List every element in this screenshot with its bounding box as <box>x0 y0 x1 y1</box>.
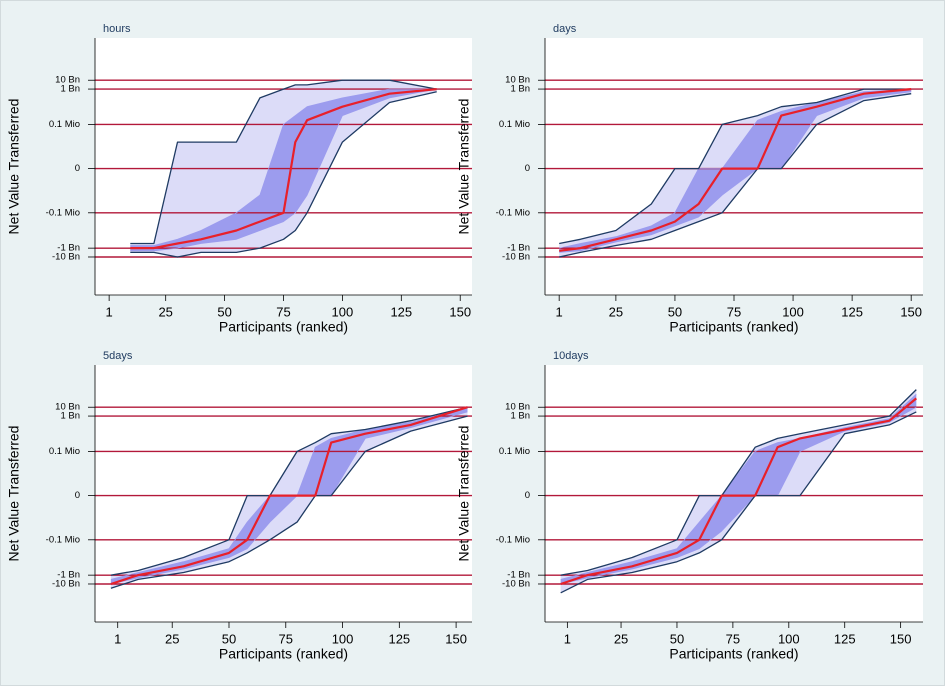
x-tick-label: 75 <box>276 304 290 319</box>
y-tick-label: -0.1 Mio <box>496 207 530 218</box>
x-tick-label: 1 <box>564 631 571 646</box>
median-line <box>559 88 912 252</box>
y-tick-label: 10 Bn <box>505 75 530 86</box>
x-tick-label: 150 <box>445 631 467 646</box>
y-tick-label: 10 Bn <box>505 402 530 413</box>
x-tick-label: 100 <box>778 631 800 646</box>
fan-band <box>130 89 437 251</box>
y-tick-label: -1 Bn <box>57 243 80 254</box>
x-tick-label: 75 <box>727 304 741 319</box>
fan-band <box>559 89 912 253</box>
x-tick-label: 150 <box>449 304 471 319</box>
y-tick-label: 1 Bn <box>60 84 80 95</box>
x-tick-label: 1 <box>556 304 563 319</box>
y-tick-label: 0 <box>525 163 530 174</box>
panel-title: days <box>553 23 577 35</box>
fan-band <box>560 394 917 584</box>
quantile-line <box>560 411 917 594</box>
y-axis-title: Net Value Transferred <box>456 99 472 235</box>
quantile-line <box>559 93 912 258</box>
quantile-line <box>560 406 917 585</box>
y-tick-label: 1 Bn <box>60 411 80 422</box>
x-tick-label: 25 <box>609 304 623 319</box>
x-tick-label: 25 <box>165 631 179 646</box>
x-tick-label: 125 <box>390 304 412 319</box>
y-tick-label: 0.1 Mio <box>499 119 530 130</box>
x-tick-label: 25 <box>158 304 172 319</box>
x-tick-label: 50 <box>668 304 682 319</box>
y-tick-label: 0.1 Mio <box>49 119 80 130</box>
quantile-line <box>110 406 468 576</box>
median-line <box>110 406 468 586</box>
y-tick-label: -0.1 Mio <box>46 207 80 218</box>
y-axis-title: Net Value Transferred <box>6 99 22 235</box>
x-tick-label: 100 <box>332 631 354 646</box>
y-tick-label: -10 Bn <box>502 579 530 590</box>
y-tick-label: 1 Bn <box>510 411 530 422</box>
quantile-line <box>559 91 912 253</box>
quantile-line <box>110 415 468 589</box>
x-tick-label: 100 <box>782 304 804 319</box>
x-tick-label: 1 <box>114 631 121 646</box>
y-tick-label: 0 <box>525 490 530 501</box>
y-tick-label: 1 Bn <box>510 84 530 95</box>
y-tick-label: 0 <box>75 490 80 501</box>
median-line <box>130 88 437 250</box>
x-tick-label: 75 <box>726 631 740 646</box>
y-tick-label: -1 Bn <box>57 570 80 581</box>
y-tick-label: -10 Bn <box>502 252 530 263</box>
x-tick-label: 1 <box>106 304 113 319</box>
quantile-line <box>559 88 912 245</box>
y-tick-label: -1 Bn <box>507 243 530 254</box>
quantile-line <box>130 88 437 246</box>
x-tick-label: 125 <box>388 631 410 646</box>
x-axis-title: Participants (ranked) <box>219 646 348 662</box>
x-tick-label: 125 <box>834 631 856 646</box>
quantile-line <box>560 389 917 576</box>
x-tick-label: 25 <box>614 631 628 646</box>
quantile-line <box>130 91 437 258</box>
x-tick-label: 50 <box>670 631 684 646</box>
y-tick-label: -10 Bn <box>52 579 80 590</box>
y-tick-label: 0.1 Mio <box>49 446 80 457</box>
x-tick-label: 50 <box>217 304 231 319</box>
x-tick-label: 150 <box>890 631 912 646</box>
quantile-line <box>130 79 437 245</box>
x-axis-title: Participants (ranked) <box>669 646 798 662</box>
quantile-line <box>110 411 468 585</box>
x-axis-title: Participants (ranked) <box>219 319 348 335</box>
y-tick-label: 10 Bn <box>55 75 80 86</box>
quantile-line <box>130 88 437 252</box>
y-axis-title: Net Value Transferred <box>6 426 22 562</box>
panel-title: 5days <box>103 350 133 362</box>
median-line <box>560 397 918 586</box>
x-tick-label: 125 <box>841 304 863 319</box>
y-axis-title: Net Value Transferred <box>456 426 472 562</box>
panel-title: 10days <box>553 350 589 362</box>
y-tick-label: -1 Bn <box>507 570 530 581</box>
x-tick-label: 50 <box>222 631 236 646</box>
quantile-line <box>560 393 917 580</box>
y-tick-label: -10 Bn <box>52 252 80 263</box>
y-tick-label: 0 <box>75 163 80 174</box>
y-tick-label: -0.1 Mio <box>46 534 80 545</box>
x-tick-label: 100 <box>332 304 354 319</box>
y-tick-label: 10 Bn <box>55 402 80 413</box>
x-tick-label: 150 <box>900 304 922 319</box>
x-tick-label: 75 <box>279 631 293 646</box>
panel-title: hours <box>103 23 131 35</box>
x-axis-title: Participants (ranked) <box>669 319 798 335</box>
y-tick-label: -0.1 Mio <box>496 534 530 545</box>
y-tick-label: 0.1 Mio <box>499 446 530 457</box>
